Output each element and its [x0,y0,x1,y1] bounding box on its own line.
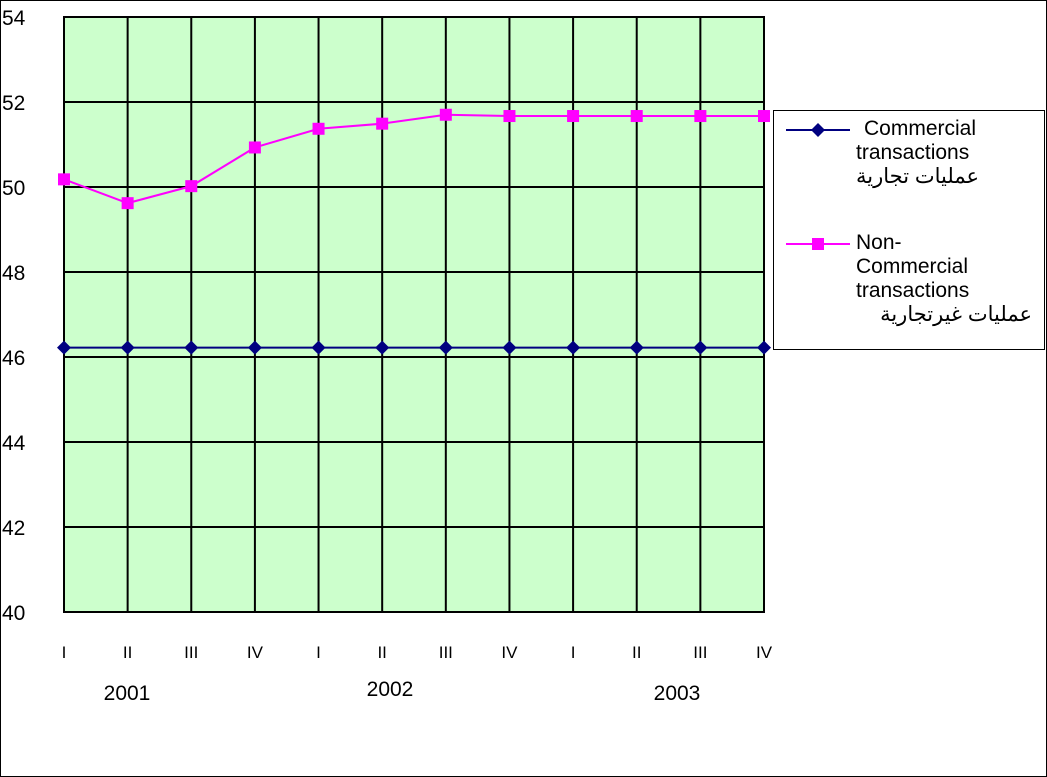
data-point-square [694,110,707,123]
data-point-square [567,110,580,123]
legend-line-text: transactions [856,279,970,302]
plot-border [63,16,765,613]
x-tick-label: III [439,643,453,662]
data-point-diamond [311,340,326,355]
x-tick-label: I [571,643,576,662]
data-point-diamond [693,340,708,355]
x-tick-label: II [377,643,386,662]
legend-line-text: Non- [856,231,902,254]
legend-line-text: عمليات غيرتجارية [880,303,1032,326]
x-tick-label: I [62,643,67,662]
data-point-square [58,173,70,186]
y-tick-label: 46 [2,347,25,370]
data-point-square [312,122,325,135]
x-tick-label: II [123,643,132,662]
legend: Commercial transactions عمليات تجارية No… [773,110,1045,350]
legend-line-text: Commercial [864,117,977,140]
data-point-diamond [375,340,390,355]
year-label: 2002 [367,678,414,701]
legend-label-commercial: Commercial transactions عمليات تجارية [856,117,1006,189]
x-tick-label: IV [247,643,264,662]
y-tick-label: 48 [2,262,25,285]
data-point-diamond [120,340,135,355]
x-tick-label: I [316,643,321,662]
data-point-square [248,141,261,154]
data-point-diamond [566,340,581,355]
data-point-diamond [184,340,199,355]
plot-background [64,17,764,612]
plot-area [63,16,765,613]
y-tick-label: 52 [2,92,25,115]
legend-marker-square-icon [812,238,824,250]
data-point-square [439,108,452,121]
year-label: 2003 [654,682,701,705]
x-tick-label: III [693,643,707,662]
legend-marker-diamond-icon [811,123,825,137]
y-tick-label: 50 [2,177,25,200]
y-tick-label: 40 [2,602,25,625]
data-point-diamond [247,340,262,355]
y-tick-label: 42 [2,517,25,540]
series-layer [57,108,771,355]
x-tick-label: IV [501,643,518,662]
x-tick-label: IV [756,643,773,662]
year-label: 2001 [104,682,151,705]
data-point-diamond [757,340,771,355]
data-point-square [758,110,770,123]
data-point-square [630,110,643,123]
y-tick-label: 44 [2,432,26,455]
data-point-square [503,110,516,123]
x-tick-label: II [632,643,641,662]
data-point-square [185,180,198,193]
x-tick-label: III [184,643,198,662]
series-0 [57,340,771,355]
data-point-diamond [629,340,644,355]
data-point-square [121,197,134,210]
legend-line-text: Commercial [856,255,969,278]
y-tick-label: 54 [2,7,26,30]
legend-line-text: عمليات تجارية [856,165,980,188]
data-point-diamond [57,340,71,355]
data-point-square [376,117,389,130]
legend-label-non-commercial: Non- Commercial transactions عمليات غيرت… [856,231,1032,327]
data-point-diamond [502,340,517,355]
series-line [63,113,764,205]
data-point-diamond [438,340,453,355]
series-1 [58,108,770,210]
legend-line-text: transactions [856,141,970,164]
